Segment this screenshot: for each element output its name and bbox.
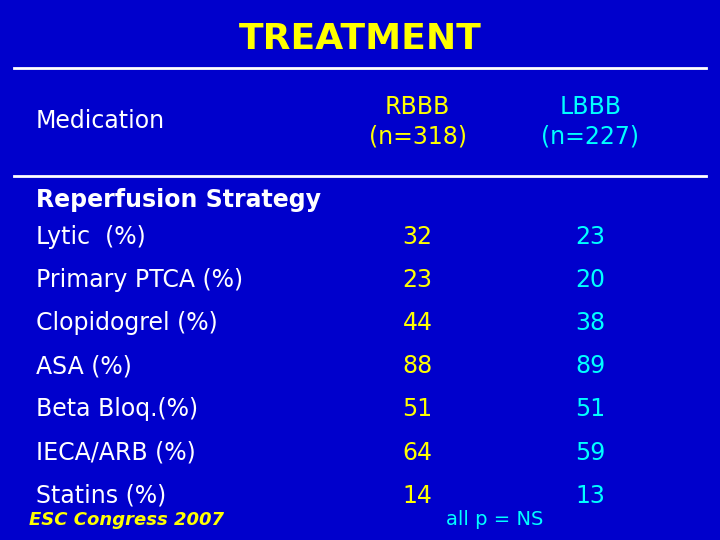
- Text: ASA (%): ASA (%): [36, 354, 132, 378]
- Text: RBBB
(n=318): RBBB (n=318): [369, 94, 467, 149]
- Text: 23: 23: [402, 268, 433, 292]
- Text: Statins (%): Statins (%): [36, 484, 166, 508]
- Text: IECA/ARB (%): IECA/ARB (%): [36, 441, 196, 464]
- Text: LBBB
(n=227): LBBB (n=227): [541, 94, 639, 149]
- Text: TREATMENT: TREATMENT: [238, 22, 482, 56]
- Text: 59: 59: [575, 441, 606, 464]
- Text: 14: 14: [402, 484, 433, 508]
- Text: 32: 32: [402, 225, 433, 248]
- Text: all p = NS: all p = NS: [446, 510, 544, 529]
- Text: 20: 20: [575, 268, 606, 292]
- Text: 51: 51: [402, 397, 433, 421]
- Text: Primary PTCA (%): Primary PTCA (%): [36, 268, 243, 292]
- Text: Beta Bloq.(%): Beta Bloq.(%): [36, 397, 198, 421]
- Text: 38: 38: [575, 311, 606, 335]
- Text: ESC Congress 2007: ESC Congress 2007: [29, 511, 224, 529]
- Text: 89: 89: [575, 354, 606, 378]
- Text: 64: 64: [402, 441, 433, 464]
- Text: Lytic  (%): Lytic (%): [36, 225, 145, 248]
- Text: 13: 13: [575, 484, 606, 508]
- Text: 51: 51: [575, 397, 606, 421]
- Text: Medication: Medication: [36, 110, 165, 133]
- Text: 88: 88: [402, 354, 433, 378]
- Text: 23: 23: [575, 225, 606, 248]
- Text: Clopidogrel (%): Clopidogrel (%): [36, 311, 217, 335]
- Text: 44: 44: [402, 311, 433, 335]
- Text: Reperfusion Strategy: Reperfusion Strategy: [36, 188, 321, 212]
